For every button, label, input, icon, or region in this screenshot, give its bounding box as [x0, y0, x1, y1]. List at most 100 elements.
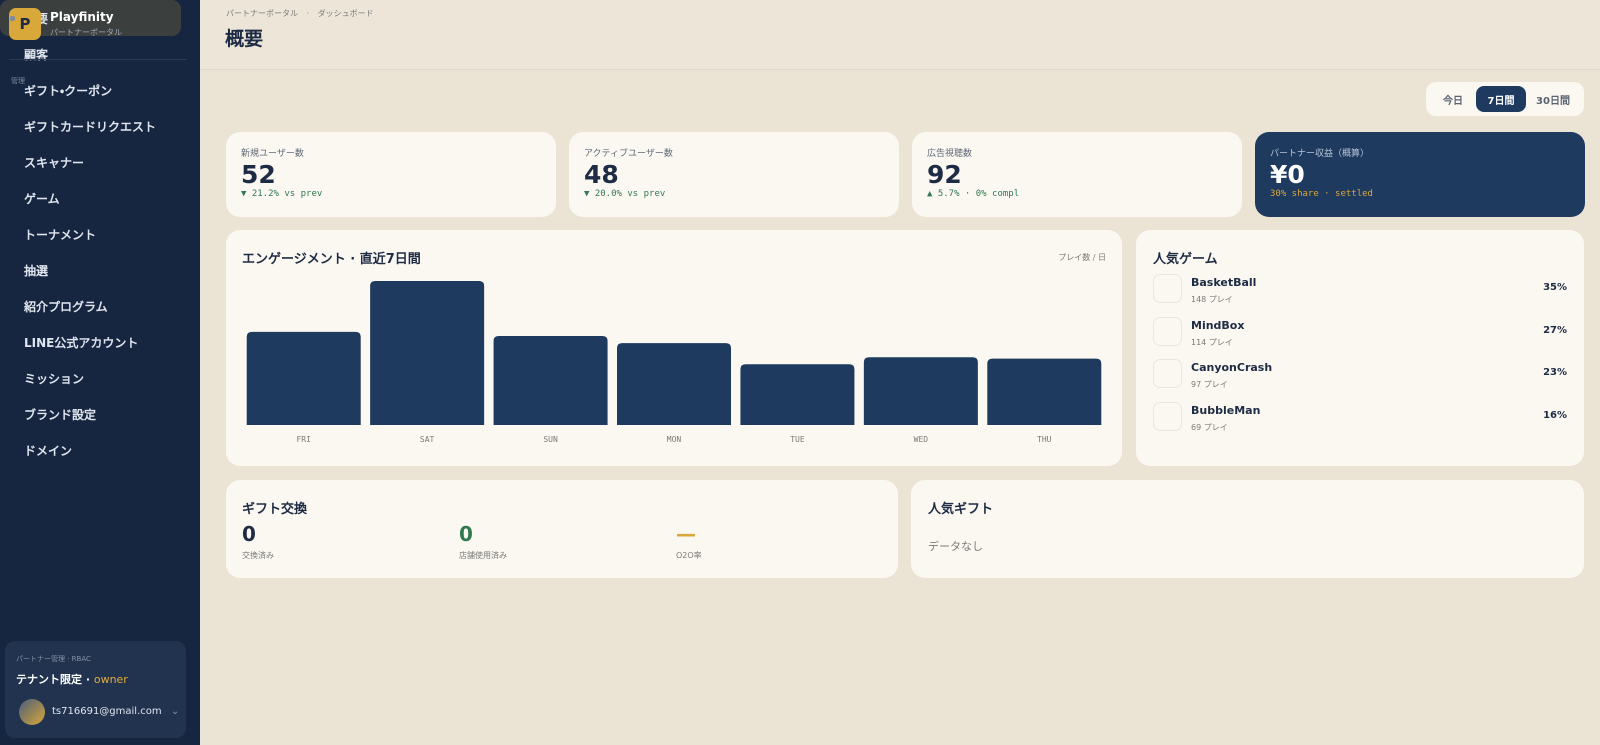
logo: P: [9, 8, 41, 40]
chevron: ⌄: [170, 706, 180, 717]
crumb: ダッシュボード: [317, 9, 374, 18]
nav-label: 顧客: [24, 47, 49, 62]
game-icon: [1153, 274, 1182, 303]
avatar: [19, 699, 45, 725]
period-tab[interactable]: 7日間: [1476, 86, 1526, 112]
crumb: パートナーポータル: [226, 9, 298, 18]
game-name: BubbleMan: [1191, 403, 1261, 417]
card-title: ギフト交換: [242, 502, 308, 517]
page-title: 概要: [225, 28, 264, 50]
scope-text: テナント限定 ·: [16, 673, 94, 686]
unit-label: プレイ数 / 日: [1058, 253, 1106, 262]
crumb-sep: ·: [306, 9, 310, 18]
period-tab[interactable]: 30日間: [1536, 95, 1570, 107]
kpi-delta: ▼ 21.2% vs prev: [241, 189, 323, 199]
nav-item[interactable]: LINE公式アカウント: [0, 16, 181, 360]
role: owner: [93, 673, 128, 686]
bar-chart: FRI SAT SUN MON TUE WED THU: [246, 281, 1102, 444]
stat-value: 0: [242, 522, 256, 546]
period-tabs: 今日 7日間 30日間: [1426, 82, 1584, 116]
scope: テナント限定 · owner: [16, 671, 128, 687]
bar: [493, 336, 608, 425]
card-title: 人気ゲーム: [1153, 252, 1218, 267]
sidebar: P Playfinity パートナーポータル 管理 パートナー管理 · RBAC…: [0, 0, 200, 745]
stat-label: 交換済み: [242, 551, 274, 560]
kpi-card: アクティブユーザー数 48 ▼ 20.0% vs prev: [569, 132, 899, 217]
kpi-label: アクティブユーザー数: [584, 149, 673, 159]
nav-label: ミッション: [24, 371, 85, 386]
nav-item[interactable]: ギフト・クーポン: [0, 16, 181, 108]
x-tick-label: WED: [914, 435, 929, 444]
x-tick-label: TUE: [790, 435, 805, 444]
user-panel: パートナー管理 · RBAC テナント限定 · owner ts716691@g…: [5, 641, 186, 738]
nav-item[interactable]: ドメイン: [0, 16, 181, 468]
x-tick-label: THU: [1037, 435, 1052, 444]
nav-dot: [10, 16, 15, 21]
period-tab[interactable]: 今日: [1443, 95, 1463, 107]
brand-name: Playfinity: [50, 10, 114, 24]
game-share: 23%: [1543, 367, 1567, 378]
stat-value: —: [676, 522, 696, 546]
kpi-label: 新規ユーザー数: [241, 149, 304, 159]
kpi-card: 広告視聴数 92 ▲ 5.7% · 0% compl: [912, 132, 1242, 217]
nav-item[interactable]: スキャナー: [0, 16, 181, 180]
game-share: 16%: [1543, 409, 1567, 421]
brand-subtitle: パートナーポータル: [50, 28, 122, 37]
game-plays: 97 プレイ: [1191, 380, 1228, 389]
nav-label: LINE公式アカウント: [24, 335, 139, 350]
gift-exchange-card: ギフト交換 0 交換済み 0 店舗使用済み — O2O率: [226, 480, 898, 578]
breadcrumb: パートナーポータル · ダッシュボード: [226, 8, 374, 19]
popular-gifts-card: 人気ギフト データなし: [911, 480, 1584, 578]
account-menu[interactable]: ts716691@gmail.com ⌄: [52, 706, 179, 717]
stat-label: O2O率: [676, 551, 702, 560]
nav-item[interactable]: ギフトカードリクエスト: [0, 16, 181, 144]
nav-label: ギフト・クーポン: [24, 83, 113, 98]
nav-item[interactable]: 抽選: [0, 16, 181, 288]
game-icon: [1153, 401, 1182, 431]
game-share: 27%: [1543, 324, 1567, 336]
kpi-value: 48: [584, 160, 619, 189]
nav-item[interactable]: 紹介プログラム: [0, 16, 181, 324]
nav-item[interactable]: 顧客: [0, 16, 181, 72]
bar: [617, 343, 731, 425]
nav-item[interactable]: ブランド設定: [0, 16, 181, 432]
kpi-card: 新規ユーザー数 52 ▼ 21.2% vs prev: [226, 132, 556, 217]
game-plays: 148 プレイ: [1191, 295, 1233, 304]
kpi-delta: 30% share · settled: [1270, 189, 1373, 199]
card-title: エンゲージメント · 直近7日間: [242, 252, 421, 267]
bar: [370, 281, 485, 425]
nav-label: トーナメント: [24, 227, 97, 242]
game-name: MindBox: [1191, 318, 1245, 332]
x-tick-label: SAT: [420, 435, 435, 444]
bar: [863, 357, 978, 425]
empty-state: データなし: [928, 540, 983, 553]
nav-label: 紹介プログラム: [24, 299, 108, 314]
nav-item[interactable]: ゲーム: [0, 16, 181, 216]
x-tick-label: SUN: [543, 435, 558, 444]
kpi-value: 92: [927, 160, 962, 189]
nav-label: ドメイン: [24, 443, 73, 458]
kpi-label: 広告視聴数: [927, 149, 973, 159]
x-tick-label: FRI: [296, 435, 311, 444]
kpi-card: パートナー収益（概算） ¥0 30% share · settled: [1255, 132, 1585, 217]
kpi-delta: ▲ 5.7% · 0% compl: [927, 189, 1020, 199]
x-tick-label: MON: [667, 435, 682, 444]
game-share: 35%: [1543, 282, 1567, 293]
nav-item[interactable]: トーナメント: [0, 16, 181, 252]
email: ts716691@gmail.com: [52, 706, 162, 717]
game-icon: [1153, 316, 1182, 346]
nav-label: 抽選: [24, 263, 49, 278]
kpi-value: ¥0: [1270, 160, 1305, 189]
kpi-delta: ▼ 20.0% vs prev: [584, 189, 666, 199]
stat-value: 0: [459, 522, 473, 546]
nav-label: ゲーム: [24, 191, 60, 206]
nav-item[interactable]: ミッション: [0, 16, 181, 396]
bar: [740, 364, 855, 425]
game-name: CanyonCrash: [1191, 361, 1273, 374]
game-plays: 69 プレイ: [1191, 422, 1228, 432]
stat-label: 店舗使用済み: [459, 551, 507, 560]
nav-label: ブランド設定: [24, 407, 97, 422]
bar: [246, 331, 361, 425]
